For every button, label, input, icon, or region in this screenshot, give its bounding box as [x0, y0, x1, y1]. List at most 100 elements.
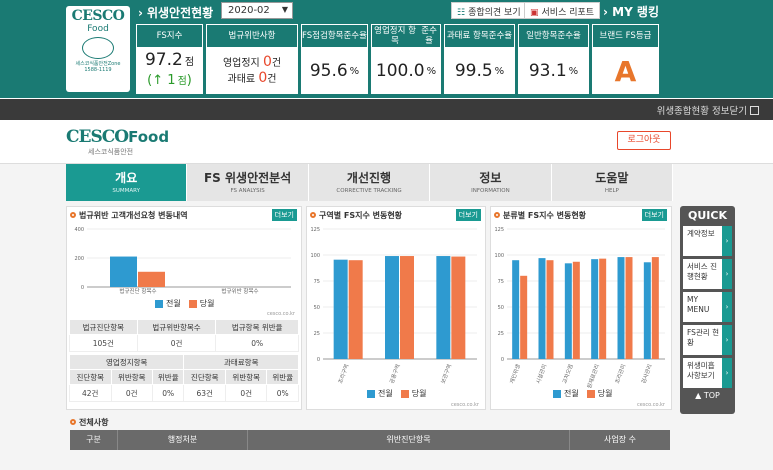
pdf-icon: ▣	[530, 8, 539, 18]
x-tick-label: 개인위생	[508, 363, 522, 385]
more-button-p3[interactable]: 더보기	[641, 209, 667, 221]
source-p2: cesco.co.kr	[450, 402, 479, 408]
bullet-icon	[70, 418, 76, 425]
cesco-logo: CESCO Food 세스코식품안전Zone 1588-1119	[66, 6, 130, 92]
quick-item-service[interactable]: 서비스 진행현황 ›	[683, 259, 732, 289]
logo-phone: 1588-1119	[84, 67, 112, 73]
logo-brand: CESCO	[71, 8, 125, 24]
bar	[436, 256, 451, 359]
tab-help[interactable]: 도움말 HELP	[552, 164, 674, 201]
bar	[643, 262, 651, 359]
chat-icon: ☷	[457, 8, 466, 18]
quick-item-hygiene[interactable]: 위생미흡 사항보기 ›	[683, 358, 732, 388]
y-tick-label: 75	[314, 279, 320, 285]
x-tick-label: 교차오염	[560, 363, 574, 385]
violation-table: 법규진단항목 법규위반항목수 법규항목 위반율 105건 0건 0%	[69, 319, 299, 352]
legend-prev: 전월	[553, 388, 579, 399]
site-body: CESCOFood 세스코식품안전 로그아웃 개요 SUMMARY FS 위생안전…	[0, 120, 773, 470]
y-tick-label: 100	[310, 253, 320, 259]
bar	[538, 258, 546, 359]
all-table-header: 구분 행정처분 위반진단항목 사업장 수	[70, 430, 670, 450]
chevron-right-icon: ›	[722, 358, 732, 388]
bar	[348, 260, 363, 359]
bar	[512, 260, 520, 359]
quick-title: QUICK	[688, 209, 727, 222]
kpi-fine-compliance: 과태료 항목 준수율 99.5%	[444, 24, 515, 94]
tab-information[interactable]: 정보 INFORMATION	[430, 164, 552, 201]
bar	[110, 256, 137, 287]
bar	[385, 256, 399, 359]
opinion-button[interactable]: ☷ 종합의견 보기	[451, 2, 527, 19]
chevron-right-icon: ›	[722, 292, 732, 322]
y-tick-label: 0	[317, 357, 320, 363]
main-nav: 개요 SUMMARY FS 위생안전분석 FS ANALYSIS 개선진행 CORRE…	[66, 164, 674, 201]
bar	[651, 257, 659, 359]
quick-item-mymenu[interactable]: MY MENU ›	[683, 292, 732, 322]
y-tick-label: 25	[498, 331, 504, 337]
zone-panel: 구역별 FS지수 변동현황 더보기 0 25 50 75 100 125 조리구역 공용구역 보…	[306, 206, 486, 410]
summary-toggle-bar: 위생종합현황 정보닫기	[0, 99, 773, 120]
y-tick-label: 125	[310, 227, 320, 233]
x-tick-label: 법규진단 항목수	[119, 287, 156, 295]
y-tick-label: 50	[314, 305, 320, 311]
seal-icon	[82, 37, 114, 59]
kpi-violations: 법규위반사항 영업정지 0건 과태료 0건	[206, 24, 298, 94]
legend-curr: 당월	[586, 388, 612, 399]
y-tick-label: 100	[494, 253, 504, 259]
logo-sub: Food	[87, 24, 109, 34]
legend-prev: 전월	[155, 298, 181, 309]
col-header: 위반진단항목	[248, 430, 570, 450]
bar	[564, 263, 572, 359]
kpi-general-compliance: 일반항목 준수율 93.1%	[518, 24, 589, 94]
chevron-right-icon: ›	[138, 6, 143, 20]
tab-fs-analysis[interactable]: FS 위생안전분석 FS ANALYSIS	[187, 164, 309, 201]
all-section-title: 전체사항	[70, 417, 108, 428]
y-tick-label: 75	[498, 279, 504, 285]
legend-prev: 전월	[367, 388, 393, 399]
dashboard-header: CESCO Food 세스코식품안전Zone 1588-1119 › 위생안전현황…	[0, 0, 773, 98]
violation-detail-table: 영업정지항목 과태료항목 진단항목 위반항목 위반율 진단항목 위반항목 위반율 42건 0…	[68, 354, 299, 402]
page-title: › 위생안전현황	[138, 6, 214, 20]
source-p1: cesco.co.kr	[266, 311, 295, 317]
bar	[520, 275, 528, 359]
y-tick-label: 200	[74, 256, 84, 262]
kpi-brand-grade: 브랜드 FS등급 A	[592, 24, 659, 94]
logout-button[interactable]: 로그아웃	[617, 131, 671, 150]
tab-corrective[interactable]: 개선진행 CORRECTIVE TRACKING	[309, 164, 431, 201]
quick-item-fs[interactable]: FS관리 현황 ›	[683, 325, 732, 355]
chevron-up-icon: ▲	[695, 391, 704, 400]
tab-summary[interactable]: 개요 SUMMARY	[66, 164, 188, 201]
kpi-fs-compliance: FS점검항목 준수율 95.6%	[301, 24, 368, 94]
bar	[617, 257, 625, 359]
col-header: 사업장 수	[604, 435, 636, 444]
more-button-p2[interactable]: 더보기	[455, 209, 481, 221]
more-button-p1[interactable]: 더보기	[271, 209, 297, 221]
x-tick-label: 시설관리	[534, 363, 548, 385]
x-tick-label: 보관구역	[439, 363, 453, 385]
y-tick-label: 25	[314, 331, 320, 337]
bullet-icon	[494, 211, 500, 218]
site-header: CESCOFood 세스코식품안전 로그아웃	[0, 120, 773, 164]
bar	[333, 259, 348, 359]
period-select[interactable]: 2020-02 ▼	[221, 2, 293, 19]
report-button[interactable]: ▣ 서비스 리포트	[524, 2, 601, 19]
category-chart: 0 25 50 75 100 125 개인위생 시설관리 교차오염 원재료관리 조리관리 검사관리	[494, 227, 665, 389]
legend-curr: 당월	[188, 298, 214, 309]
x-tick-label: 공용구역	[387, 363, 401, 385]
bar	[400, 256, 414, 359]
source-p3: cesco.co.kr	[636, 402, 665, 408]
chevron-right-icon: ›	[603, 5, 613, 19]
zone-chart: 0 25 50 75 100 125 조리구역 공용구역 보관구역	[310, 227, 477, 385]
col-header: 행정처분	[118, 430, 248, 450]
chevron-right-icon: ›	[722, 259, 732, 289]
quick-item-contract[interactable]: 계약정보 ›	[683, 226, 732, 256]
y-tick-label: 400	[74, 227, 84, 233]
quick-menu: QUICK 계약정보 › 서비스 진행현황 › MY MENU › FS관리 현황 › …	[680, 206, 735, 414]
top-button[interactable]: ▲ TOP	[695, 391, 720, 400]
summary-close-button[interactable]: 위생종합현황 정보닫기	[657, 103, 759, 117]
chevron-right-icon: ›	[722, 325, 732, 355]
site-logo[interactable]: CESCOFood 세스코식품안전	[66, 127, 170, 156]
bar	[599, 258, 607, 359]
arrow-up-icon: ↑	[152, 73, 164, 88]
bar	[138, 271, 165, 287]
